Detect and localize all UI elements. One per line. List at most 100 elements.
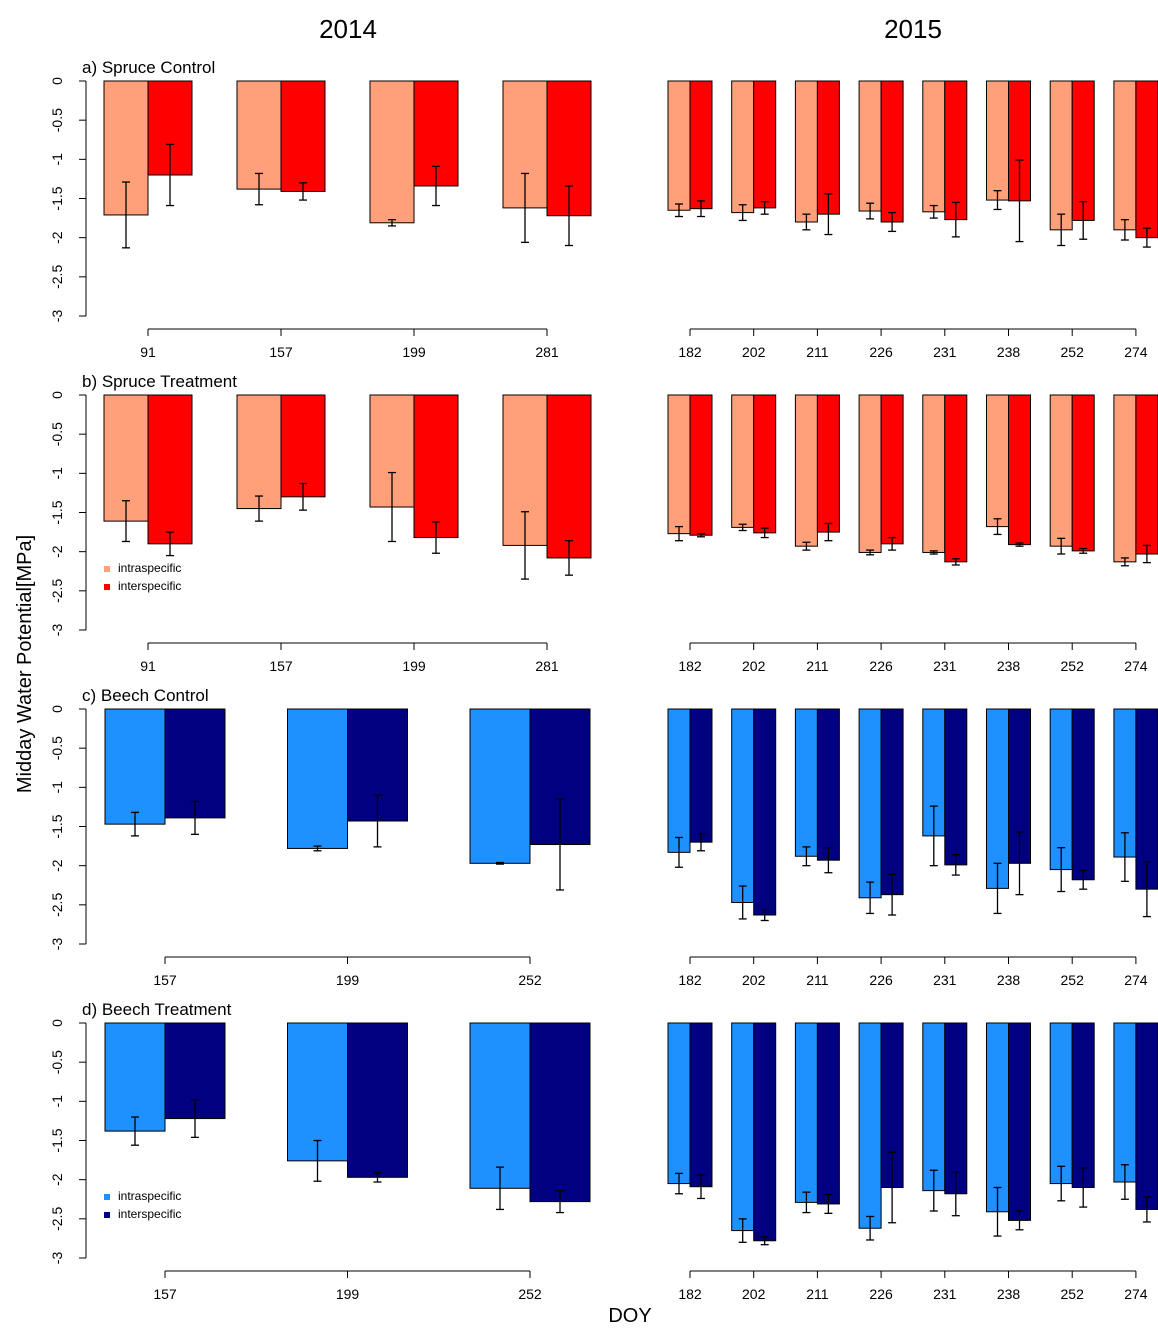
bar-interspecific-211 <box>816 708 840 861</box>
legend-label-interspecific: interspecific <box>118 579 181 593</box>
x-tick-label: 157 <box>269 658 293 674</box>
legend-label-intraspecific: intraspecific <box>118 1189 181 1203</box>
bar-interspecific-157 <box>164 708 226 819</box>
x-tick-label: 157 <box>153 972 177 988</box>
panel-2015: 182 202 211 226 231 238 252 274 <box>667 394 1158 674</box>
bar-interspecific-274 <box>1135 1022 1158 1210</box>
x-tick-label: 199 <box>336 1286 360 1302</box>
y-tick-label: -1.5 <box>49 500 65 524</box>
bar-intraspecific-157 <box>104 1022 166 1132</box>
x-tick-label: 202 <box>742 658 766 674</box>
chart-row-2: b) Spruce Treatment 0 -0.5 -1 -1.5 -2 -2.5 -3 91… <box>49 372 1158 674</box>
bar-intraspecific-202 <box>731 80 755 214</box>
bar-interspecific-231 <box>944 80 968 221</box>
bar-intraspecific-157 <box>236 394 282 510</box>
bar-intraspecific-226 <box>858 80 882 212</box>
x-tick-label: 182 <box>678 1286 702 1302</box>
bar-interspecific-231 <box>944 1022 968 1195</box>
panel-2014: 91 157 199 281 <box>103 394 592 674</box>
y-tick-label: 0 <box>49 391 65 399</box>
y-tick-label: -1.5 <box>49 814 65 838</box>
bar-intraspecific-226 <box>858 708 882 899</box>
x-tick-label: 202 <box>742 972 766 988</box>
bar-intraspecific-252 <box>1049 394 1073 547</box>
legend-swatch-interspecific <box>104 584 110 590</box>
legend-swatch-interspecific <box>104 1212 110 1218</box>
bar-intraspecific-182 <box>667 80 691 211</box>
x-tick-label: 231 <box>933 1286 957 1302</box>
y-tick-label: -1.5 <box>49 186 65 210</box>
x-tick-label: 199 <box>402 658 426 674</box>
y-tick-label: -2 <box>49 545 65 558</box>
bar-intraspecific-202 <box>731 708 755 903</box>
chart-row-3: c) Beech Control 0 -0.5 -1 -1.5 -2 -2.5 -3 157 19… <box>49 686 1158 988</box>
x-tick-label: 182 <box>678 344 702 360</box>
x-tick-label: 252 <box>1061 658 1085 674</box>
bar-interspecific-157 <box>280 80 326 192</box>
chart-row-4: d) Beech Treatment 0 -0.5 -1 -1.5 -2 -2.5 -3 157… <box>49 1000 1158 1302</box>
bar-intraspecific-211 <box>794 1022 818 1203</box>
bar-intraspecific-202 <box>731 1022 755 1232</box>
panel-2015: 182 202 211 226 231 238 252 274 <box>667 80 1158 360</box>
bar-interspecific-281 <box>546 394 592 559</box>
bar-intraspecific-252 <box>1049 80 1073 231</box>
y-tick-label: -2.5 <box>49 265 65 289</box>
bar-interspecific-226 <box>880 394 904 545</box>
panel-title: d) Beech Treatment <box>82 1000 232 1019</box>
bar-intraspecific-238 <box>986 80 1009 201</box>
bar-interspecific-252 <box>1071 80 1095 221</box>
bar-interspecific-182 <box>689 1022 713 1188</box>
x-tick-label: 226 <box>869 344 893 360</box>
x-tick-label: 238 <box>997 1286 1021 1302</box>
bar-intraspecific-252 <box>1049 708 1073 871</box>
bar-intraspecific-211 <box>794 80 818 223</box>
bar-intraspecific-211 <box>794 708 818 857</box>
panel-title: a) Spruce Control <box>82 58 215 77</box>
bar-interspecific-199 <box>347 1022 408 1178</box>
bar-intraspecific-274 <box>1113 80 1137 231</box>
x-tick-label: 231 <box>933 972 957 988</box>
panel-title: c) Beech Control <box>82 686 209 705</box>
x-tick-label: 91 <box>140 658 156 674</box>
bar-intraspecific-91 <box>103 394 149 522</box>
year-2014-label: 2014 <box>319 14 377 44</box>
bar-intraspecific-274 <box>1113 1022 1137 1183</box>
panel-2014: 157 199 252 <box>104 1022 591 1302</box>
bar-interspecific-91 <box>147 394 193 545</box>
panel-2015: 182 202 211 226 231 238 252 274 <box>667 1022 1158 1302</box>
y-tick-label: -0.5 <box>49 108 65 132</box>
year-2015-label: 2015 <box>884 14 942 44</box>
bar-interspecific-252 <box>1071 394 1095 552</box>
x-tick-label: 231 <box>933 658 957 674</box>
bar-interspecific-252 <box>1071 708 1095 881</box>
bar-intraspecific-238 <box>986 708 1009 889</box>
bar-interspecific-238 <box>1008 1022 1031 1221</box>
y-tick-label: -0.5 <box>49 1050 65 1074</box>
legend-swatch-intraspecific <box>104 566 110 572</box>
bar-intraspecific-231 <box>922 80 946 213</box>
y-tick-label: -2.5 <box>49 893 65 917</box>
bar-intraspecific-231 <box>922 1022 946 1192</box>
bar-interspecific-199 <box>413 394 459 539</box>
panel-title: b) Spruce Treatment <box>82 372 237 391</box>
y-tick-label: -1 <box>49 1095 65 1108</box>
x-tick-label: 238 <box>997 344 1021 360</box>
bar-intraspecific-252 <box>1049 1022 1073 1185</box>
panel-2015: 182 202 211 226 231 238 252 274 <box>667 708 1158 988</box>
y-tick-label: -3 <box>49 938 65 951</box>
bar-intraspecific-202 <box>731 394 755 528</box>
bar-intraspecific-199 <box>287 708 348 849</box>
bar-intraspecific-157 <box>236 80 282 190</box>
y-tick-label: 0 <box>49 77 65 85</box>
legend-label-intraspecific: intraspecific <box>118 561 181 575</box>
y-tick-label: -2 <box>49 859 65 872</box>
x-tick-label: 202 <box>742 1286 766 1302</box>
bar-interspecific-252 <box>529 1022 591 1203</box>
x-tick-label: 274 <box>1124 972 1148 988</box>
chart-rows: a) Spruce Control 0 -0.5 -1 -1.5 -2 -2.5 -3 91 15… <box>49 58 1158 1302</box>
x-tick-label: 202 <box>742 344 766 360</box>
x-axis-title: DOY <box>608 1305 651 1327</box>
panel-2014: 91 157 199 281 <box>103 80 592 360</box>
y-tick-label: -3 <box>49 1252 65 1265</box>
